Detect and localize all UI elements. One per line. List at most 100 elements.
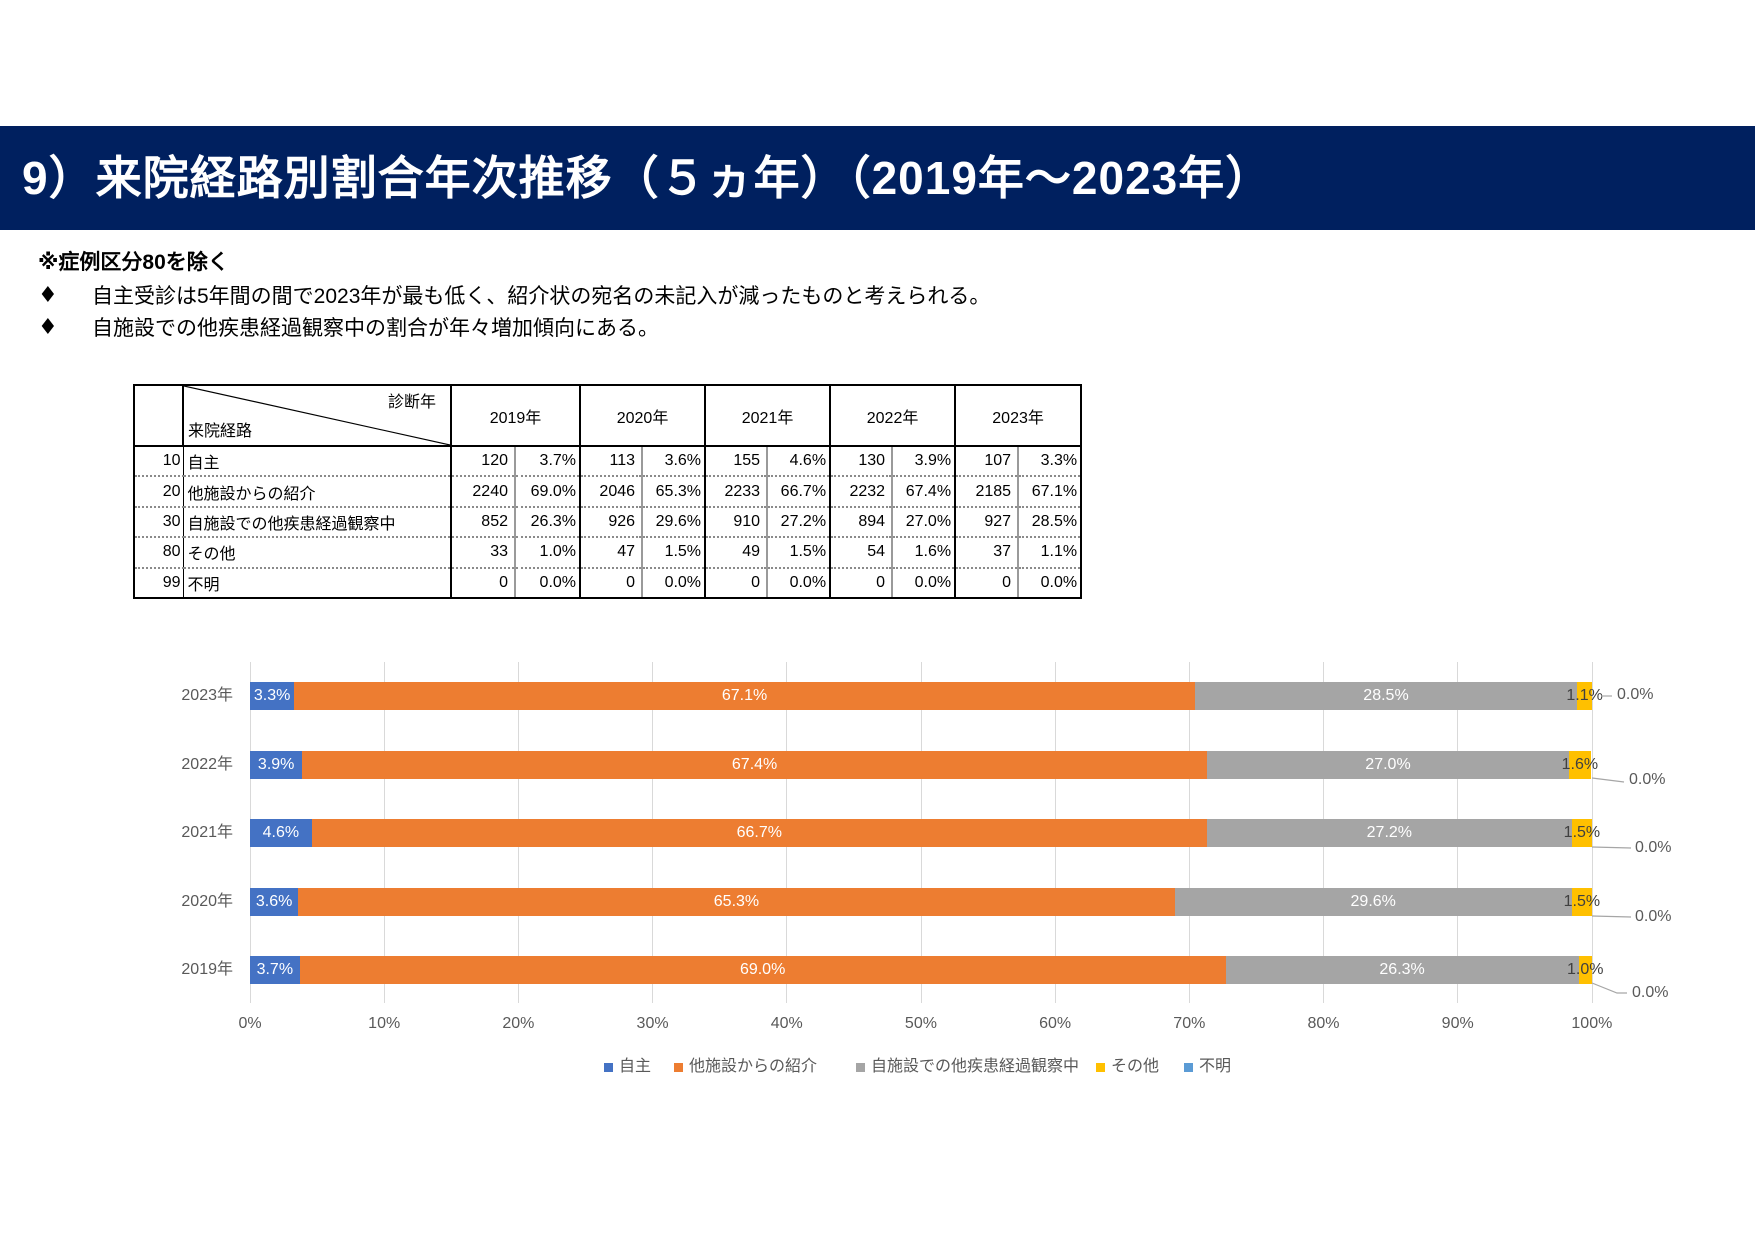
year-header: 2023年: [954, 384, 1083, 447]
data-label: 1.5%: [1563, 824, 1601, 841]
data-label: 3.7%: [256, 961, 294, 978]
data-label: 4.6%: [262, 824, 300, 841]
percent-cell: 4.6%: [767, 446, 832, 478]
percent-cell: 0.0%: [892, 567, 957, 599]
count-cell: 2232: [830, 476, 894, 508]
legend-item-other-facility-referral: 他施設からの紹介: [674, 1057, 817, 1077]
notes: ※症例区分80を除く ♦ 自主受診は5年間の間で2023年が最も低く、紹介状の宛…: [38, 247, 990, 343]
bar-segment-other: 1.1%: [1566, 682, 1603, 710]
bar-segment-other: 1.6%: [1562, 750, 1598, 779]
data-label-unknown: 0.0%: [1635, 839, 1672, 856]
count-cell: 130: [830, 446, 894, 478]
year-header: 2022年: [829, 384, 957, 447]
percent-cell: 0.0%: [642, 567, 707, 599]
data-label-unknown: 0.0%: [1632, 984, 1669, 1001]
x-tick-label: 70%: [1173, 1015, 1206, 1032]
legend-item-own-facility-followup: 自施設での他疾患経過観察中: [856, 1057, 1079, 1077]
exclusion-note: ※症例区分80を除く: [38, 251, 229, 274]
count-cell: 0: [830, 567, 894, 599]
percent-cell: 1.5%: [767, 537, 832, 569]
data-label: 1.5%: [1563, 892, 1601, 910]
data-label: 3.3%: [253, 687, 291, 704]
data-label: 26.3%: [1379, 961, 1425, 978]
legend-swatch-icon: [674, 1062, 683, 1072]
count-cell: 2240: [451, 476, 516, 508]
bar-segment-own-facility-followup: 29.6%: [1174, 887, 1572, 916]
bar-segment-other-facility-referral: 65.3%: [298, 887, 1175, 916]
data-label: 67.4%: [731, 755, 778, 773]
count-cell: 894: [830, 506, 894, 539]
data-label: 3.6%: [255, 892, 293, 910]
percent-cell: 3.3%: [1018, 446, 1083, 478]
corner-code-cell: [133, 384, 184, 447]
count-cell: 0: [451, 567, 516, 599]
percent-cell: 1.1%: [1018, 537, 1083, 569]
data-label: 27.0%: [1365, 755, 1411, 773]
percent-cell: 66.7%: [767, 476, 832, 508]
year-header: 2020年: [579, 384, 707, 447]
legend-swatch-icon: [856, 1062, 865, 1072]
bar-segment-other: 1.5%: [1564, 887, 1600, 916]
percent-cell: 1.6%: [892, 537, 957, 569]
bar-segment-other-facility-referral: 69.0%: [299, 956, 1226, 984]
y-axis-label: 2022年: [181, 755, 233, 773]
visit-route-table: 診断年 来院経路 2019年 2020年 2021年 2022年 2023年 1…: [133, 384, 1083, 599]
percent-cell: 3.7%: [515, 446, 582, 478]
bar-segment-own-facility-followup: 27.2%: [1206, 819, 1572, 847]
x-tick-label: 50%: [904, 1015, 937, 1032]
bar-segment-self-referral: 3.9%: [250, 750, 303, 779]
count-cell: 155: [705, 446, 769, 478]
bar-2023: 3.3% 67.1% 28.5% 1.1%: [250, 682, 1603, 710]
percent-cell: 29.6%: [642, 506, 707, 539]
count-cell: 852: [451, 506, 516, 539]
count-cell: 107: [955, 446, 1020, 478]
data-label-unknown: 0.0%: [1617, 686, 1654, 703]
x-tick-label: 10%: [368, 1015, 401, 1032]
data-label-unknown: 0.0%: [1629, 771, 1666, 788]
y-axis-label: 2020年: [181, 892, 233, 910]
x-axis: 0% 10% 20% 30% 40% 50% 60% 70% 80% 90% 1…: [210, 1014, 1632, 1034]
route-code: 30: [134, 506, 184, 539]
count-cell: 0: [580, 567, 644, 599]
bar-segment-other-facility-referral: 67.4%: [302, 750, 1207, 779]
bar-segment-other-facility-referral: 66.7%: [311, 819, 1207, 847]
bar-2020: 3.6% 65.3% 29.6% 1.5%: [250, 887, 1600, 916]
bar-segment-other-facility-referral: 67.1%: [294, 682, 1195, 710]
x-tick-label: 30%: [636, 1015, 669, 1032]
x-tick-label: 40%: [770, 1015, 803, 1032]
data-label: 67.1%: [721, 687, 768, 704]
count-cell: 54: [830, 537, 894, 569]
percent-cell: 0.0%: [1018, 567, 1083, 599]
route-code: 10: [134, 446, 184, 478]
data-label: 69.0%: [739, 961, 786, 978]
bar-segment-other: 1.0%: [1567, 956, 1603, 984]
legend-label: その他: [1111, 1058, 1160, 1075]
percent-cell: 0.0%: [767, 567, 832, 599]
count-cell: 47: [580, 537, 644, 569]
legend-swatch-icon: [604, 1062, 613, 1072]
data-label: 29.6%: [1350, 892, 1396, 910]
data-label: 65.3%: [713, 892, 760, 910]
bullet-text: 自主受診は5年間の間で2023年が最も低く、紹介状の宛名の未記入が減ったものと考…: [92, 285, 991, 308]
route-label: 自主: [183, 446, 452, 478]
legend-swatch-icon: [1096, 1062, 1105, 1072]
route-code: 99: [134, 567, 184, 599]
data-label: 27.2%: [1366, 824, 1413, 841]
table-header-row: 診断年 来院経路 2019年 2020年 2021年 2022年 2023年: [133, 384, 1083, 447]
legend-label: 自主: [619, 1058, 652, 1075]
count-cell: 49: [705, 537, 769, 569]
legend-label: 他施設からの紹介: [689, 1058, 818, 1075]
table-row: 10 自主 120 3.7% 113 3.6% 155 4.6% 130 3.9…: [134, 446, 1083, 478]
count-cell: 926: [580, 506, 644, 539]
year-header: 2021年: [704, 384, 832, 447]
gridline: [1591, 662, 1593, 1003]
x-tick-label: 0%: [238, 1015, 262, 1032]
count-cell: 0: [705, 567, 769, 599]
legend-label: 自施設での他疾患経過観察中: [871, 1058, 1080, 1075]
route-code: 80: [134, 537, 184, 569]
x-tick-label: 90%: [1441, 1015, 1474, 1032]
bar-segment-own-facility-followup: 26.3%: [1225, 956, 1579, 984]
legend-item-self-referral: 自主: [604, 1057, 651, 1077]
diamond-bullet-icon: ♦: [38, 314, 58, 340]
bar-2021: 4.6% 66.7% 27.2% 1.5%: [250, 819, 1600, 847]
